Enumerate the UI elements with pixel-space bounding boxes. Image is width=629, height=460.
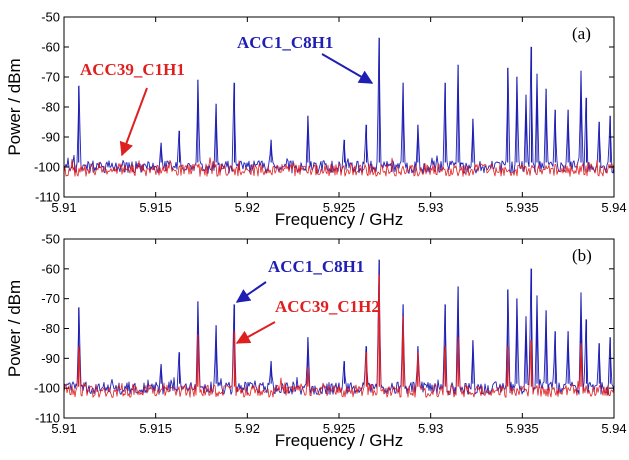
y-tick-label: -50: [41, 10, 60, 25]
x-tick-label: 5.93: [418, 421, 443, 436]
y-tick-label: -90: [41, 351, 60, 366]
panel-label: (b): [572, 246, 592, 265]
y-tick-label: -110: [35, 190, 60, 205]
x-tick-label: 5.93: [418, 200, 443, 215]
x-tick-label: 5.91: [51, 421, 76, 436]
x-tick-label: 5.935: [506, 421, 539, 436]
y-tick-label: -80: [41, 100, 60, 115]
x-axis-label: Frequency / GHz: [275, 431, 404, 450]
y-tick-label: -110: [35, 411, 60, 426]
x-tick-label: 5.935: [506, 200, 539, 215]
annotation-label: ACC39_C1H1: [80, 60, 185, 79]
x-tick-label: 5.925: [323, 421, 356, 436]
y-tick-label: -60: [41, 40, 60, 55]
panel-label: (a): [572, 24, 591, 43]
y-axis-label: Power / dBm: [5, 58, 24, 155]
x-tick-label: 5.915: [139, 200, 172, 215]
y-tick-label: -80: [41, 321, 60, 336]
series-line-acc1_c8h1: [64, 259, 614, 395]
chart-panel-b: 5.91 5.915 5.92 5.925 5.93 5.935 5.94 -50 -60 -70…: [5, 232, 627, 451]
y-tick-label: -70: [41, 291, 60, 306]
x-tick-label: 5.92: [235, 421, 260, 436]
x-tick-label: 5.94: [601, 200, 626, 215]
annotation-label: ACC39_C1H2: [275, 297, 380, 316]
x-axis-label: Frequency / GHz: [275, 210, 404, 229]
series-line-acc39_c1h1: [64, 157, 614, 177]
chart-panel-a: 5.91 5.915 5.92 5.925 5.93 5.935 5.94 -50 -60 -70…: [5, 10, 627, 230]
y-tick-label: -50: [41, 232, 60, 247]
annotation-label: ACC1_C8H1: [268, 257, 364, 276]
annotation-arrow: [119, 87, 148, 157]
series-line-acc39_c1h2: [64, 274, 614, 398]
annotation-arrow: [235, 321, 276, 344]
y-tick-label: -60: [41, 261, 60, 276]
y-tick-label: -100: [34, 381, 60, 396]
y-axis-label: Power / dBm: [5, 280, 24, 377]
x-tick-label: 5.92: [235, 200, 260, 215]
annotation-arrow: [235, 281, 267, 303]
annotation-arrow: [321, 53, 374, 84]
annotation-label: ACC1_C8H1: [237, 33, 333, 52]
y-tick-label: -90: [41, 130, 60, 145]
x-tick-label: 5.925: [323, 200, 356, 215]
x-tick-label: 5.94: [601, 421, 626, 436]
y-tick-label: -70: [41, 70, 60, 85]
y-tick-label: -100: [34, 160, 60, 175]
x-tick-label: 5.915: [139, 421, 172, 436]
x-tick-label: 5.91: [51, 200, 76, 215]
